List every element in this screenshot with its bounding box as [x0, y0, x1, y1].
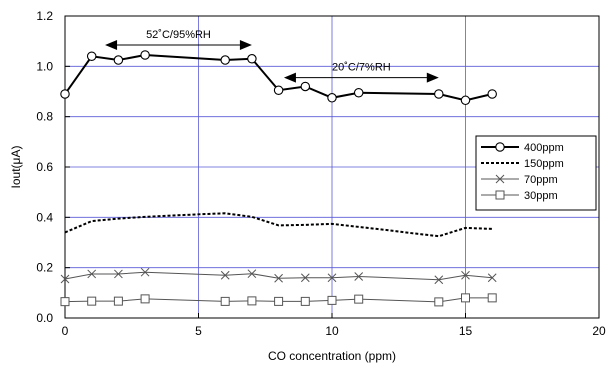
annotation-arrowhead [239, 39, 252, 50]
x-marker [114, 269, 123, 279]
legend-entry: 30ppm [481, 190, 558, 202]
x-tick-label: 15 [459, 324, 473, 338]
series-layer [60, 50, 497, 307]
x-tick-label: 20 [592, 324, 606, 338]
x-marker-stroke [461, 270, 470, 280]
legend-entry: 400ppm [481, 142, 564, 154]
series-30ppm [60, 293, 497, 307]
x-axis-label: CO concentration (ppm) [268, 349, 396, 363]
y-tick-label: 1.0 [36, 59, 53, 73]
y-tick-label: 1.2 [36, 9, 53, 23]
x-marker [461, 270, 470, 280]
y-tick-label: 0.0 [36, 311, 53, 325]
square-marker [495, 190, 505, 200]
circle-marker [434, 89, 444, 99]
x-marker-stroke [140, 267, 150, 277]
square-marker [327, 295, 337, 305]
circle-marker [487, 89, 497, 99]
x-marker-stroke [60, 274, 70, 284]
legend-entry: 70ppm [481, 174, 558, 186]
circle-marker [247, 54, 257, 64]
circle-marker [273, 85, 284, 95]
square-marker [113, 296, 123, 306]
annotation-text: 20˚C/7%RH [332, 62, 391, 74]
square-marker [487, 293, 497, 303]
x-marker [87, 269, 97, 279]
legend-label: 70ppm [524, 174, 558, 186]
legend-label: 30ppm [524, 190, 558, 202]
square-marker [60, 297, 70, 307]
square-marker [461, 293, 470, 303]
square-marker [354, 294, 364, 304]
series-400ppm [60, 50, 497, 106]
legend-entry: 150ppm [481, 158, 564, 170]
x-marker [60, 274, 70, 284]
x-marker [495, 174, 505, 184]
x-marker-stroke [114, 269, 123, 279]
x-marker [327, 273, 337, 283]
x-marker [274, 273, 283, 283]
annotation-range: 52˚C/95%RH [105, 29, 252, 50]
annotation-range: 20˚C/7%RH [283, 62, 439, 83]
x-marker-stroke [434, 275, 444, 285]
legend: 400ppm 150ppm 70ppm 30ppm [475, 135, 597, 211]
x-marker-stroke [87, 269, 97, 279]
y-tick-label: 0.6 [36, 160, 53, 174]
circle-marker [113, 55, 124, 65]
square-marker [220, 296, 230, 306]
x-marker [300, 273, 310, 283]
x-marker-stroke [487, 273, 497, 283]
annotation-arrowhead [283, 72, 296, 83]
square-marker [140, 294, 150, 304]
circle-marker [86, 51, 97, 62]
series-line [64, 212, 493, 238]
y-tick-label: 0.8 [36, 110, 53, 124]
x-marker-stroke [495, 174, 505, 184]
tick-labels: 0 5 10 15 20 0.0 0.2 0.4 0.6 0.8 1.0 1.2 [36, 9, 606, 338]
x-tick-label: 5 [195, 324, 202, 338]
circle-marker [220, 55, 230, 65]
series-150ppm [64, 212, 493, 238]
y-tick-label: 0.4 [36, 210, 53, 224]
series-70ppm [60, 267, 497, 285]
x-marker-stroke [220, 270, 230, 280]
x-marker [487, 273, 497, 283]
x-marker [220, 270, 230, 280]
square-marker [274, 296, 284, 306]
legend-label: 150ppm [524, 158, 564, 170]
circle-marker [300, 81, 311, 92]
square-marker [247, 296, 257, 306]
x-marker [434, 275, 444, 285]
square-marker [87, 296, 97, 306]
annotations: 52˚C/95%RH 20˚C/7%RH [105, 29, 439, 83]
circle-marker [495, 142, 505, 152]
circle-marker [140, 50, 150, 60]
x-tick-label: 0 [62, 324, 69, 338]
x-marker [354, 272, 364, 281]
annotation-arrowhead [105, 39, 118, 50]
square-marker [300, 296, 310, 306]
x-marker [247, 269, 257, 279]
circle-marker [60, 89, 70, 99]
x-tick-label: 10 [325, 324, 339, 338]
annotation-text: 52˚C/95%RH [146, 29, 211, 41]
square-marker [434, 297, 444, 307]
x-marker-stroke [300, 273, 310, 283]
legend-label: 400ppm [524, 142, 564, 154]
x-marker-stroke [247, 269, 257, 279]
x-marker-stroke [327, 273, 337, 283]
circle-marker [327, 93, 337, 103]
x-marker-stroke [274, 273, 283, 283]
circle-marker [353, 88, 364, 98]
axes [64, 15, 600, 319]
x-marker [140, 267, 150, 277]
y-tick-label: 0.2 [36, 261, 53, 275]
y-axis-label: Iout(μA) [9, 146, 23, 189]
x-marker-stroke [354, 272, 364, 281]
circle-marker [460, 95, 471, 106]
annotation-arrowhead [426, 72, 439, 83]
